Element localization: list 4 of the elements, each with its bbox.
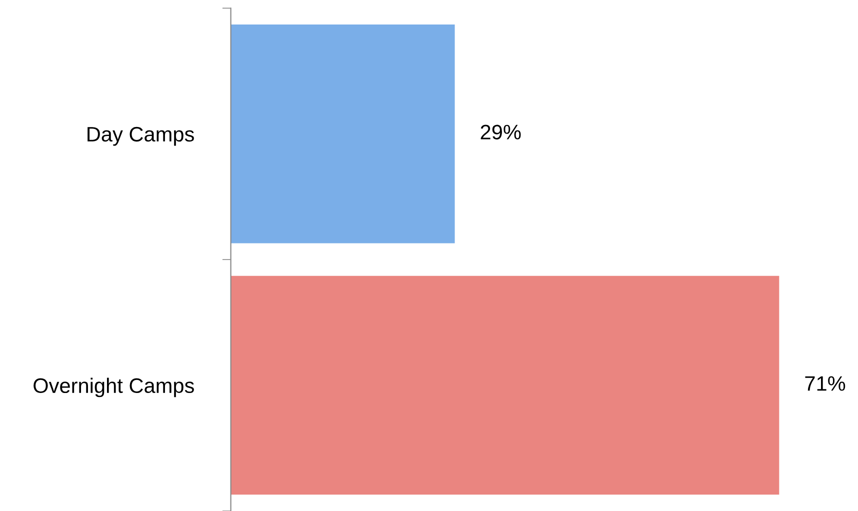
data-label: 71%: [805, 376, 846, 391]
data-label: 29%: [480, 124, 521, 140]
y-tick-label: Overnight Camps: [34, 378, 194, 398]
y-tick-label: Day Camps: [88, 126, 194, 146]
